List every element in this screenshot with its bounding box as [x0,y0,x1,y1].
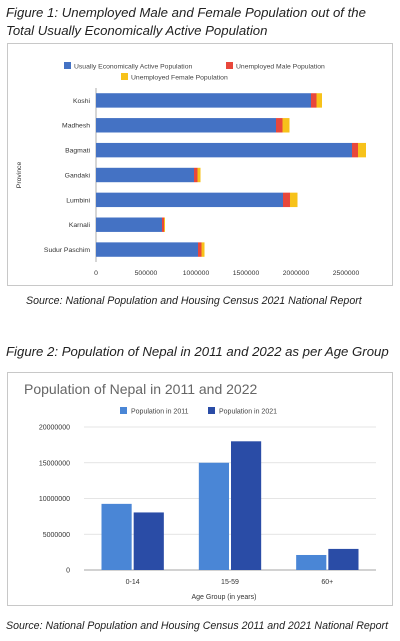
bar-gandaki-unemployed-male-population [194,167,198,183]
bar-sudur-paschim-unemployed-female-population [201,242,205,257]
bar-bagmati-unemployed-male-population [352,142,358,158]
legend-label-usually-economically-active-population: Usually Economically Active Population [74,64,192,71]
bar-bagmati-usually-economically-active-population [96,142,352,158]
bar-koshi-unemployed-female-population [316,93,322,108]
figure-2-caption: Figure 2: Population of Nepal in 2011 an… [6,344,389,359]
category-label-15-59: 15-59 [221,579,239,586]
category-label-koshi: Koshi [73,98,90,105]
category-label-0-14: 0-14 [126,579,140,586]
bar-sudur-paschim-unemployed-male-population [198,242,202,257]
legend-swatch-unemployed-male-population [226,62,233,69]
legend-label-unemployed-female-population: Unemployed Female Population [131,75,228,82]
bar-60-population-in-2021 [328,548,359,570]
figure-1-chart-panel: Usually Economically Active Population Un… [7,43,393,286]
bar-gandaki-unemployed-female-population [197,167,201,183]
bar-madhesh-unemployed-male-population [276,118,283,133]
category-label-karnali: Karnali [69,222,91,229]
category-label-bagmati: Bagmati [65,148,90,155]
figure-1-caption: Figure 1: Unemployed Male and Female Pop… [6,5,366,38]
legend-label-population-in-2021: Population in 2021 [219,409,277,416]
bar-lumbini-usually-economically-active-population [96,192,283,208]
bar-sudur-paschim-usually-economically-active-population [96,242,198,257]
bar-madhesh-unemployed-female-population [282,118,290,133]
category-label-madhesh: Madhesh [62,123,90,130]
x-tick-label-1500000: 1500000 [233,270,260,277]
y-tick-label-0: 0 [66,568,70,575]
category-label-lumbini: Lumbini [66,197,90,204]
x-tick-label-2000000: 2000000 [283,270,310,277]
x-tick-label-2500000: 2500000 [333,270,360,277]
figure-2-chart: 0 5000000 10000000 15000000 20000000 Populati… [39,407,376,601]
x-tick-label-1000000: 1000000 [183,270,210,277]
legend-swatch-usually-economically-active-population [64,62,71,69]
bar-0-14-population-in-2011 [101,503,132,570]
figure-2-chart-title: Population of Nepal in 2011 and 2022 [24,381,258,397]
x-tick-label-0: 0 [94,270,98,277]
y-axis-title: Province [16,162,23,189]
legend-swatch-population-in-2021 [208,407,215,414]
y-tick-label-10000000: 10000000 [39,496,70,503]
bar-koshi-unemployed-male-population [311,93,317,108]
bar-60-population-in-2011 [296,554,327,570]
y-tick-label-20000000: 20000000 [39,425,70,432]
bar-madhesh-usually-economically-active-population [96,118,276,133]
bar-karnali-usually-economically-active-population [96,217,162,232]
category-label-sudur-paschim: Sudur Paschim [44,247,90,254]
figure-1-chart: Usually Economically Active Population Un… [16,62,366,277]
bar-karnali-unemployed-female-population [164,217,165,232]
y-tick-label-5000000: 5000000 [43,532,70,539]
legend-swatch-unemployed-female-population [121,73,128,80]
figure-2-chart-panel: Population of Nepal in 2011 and 2022 0 50… [7,372,393,606]
bar-gandaki-usually-economically-active-population [96,167,194,183]
figure-1-source: Source: National Population and Housing … [26,295,362,307]
category-label-60: 60+ [321,579,333,586]
category-label-gandaki: Gandaki [65,172,91,179]
bar-bagmati-unemployed-female-population [358,142,366,158]
bar-0-14-population-in-2021 [133,512,164,570]
bar-15-59-population-in-2011 [198,462,229,570]
bar-lumbini-unemployed-male-population [283,192,290,208]
bar-15-59-population-in-2021 [231,441,262,570]
bar-lumbini-unemployed-female-population [290,192,298,208]
y-tick-label-15000000: 15000000 [39,460,70,467]
figure-2-source: Source: National Population and Housing … [6,620,389,632]
legend-swatch-population-in-2011 [120,407,127,414]
legend-label-unemployed-male-population: Unemployed Male Population [236,64,325,71]
bar-koshi-usually-economically-active-population [96,93,311,108]
bar-karnali-unemployed-male-population [162,217,164,232]
x-axis-title: Age Group (in years) [192,594,257,601]
legend-label-population-in-2011: Population in 2011 [131,409,189,416]
x-tick-label-500000: 500000 [135,270,158,277]
